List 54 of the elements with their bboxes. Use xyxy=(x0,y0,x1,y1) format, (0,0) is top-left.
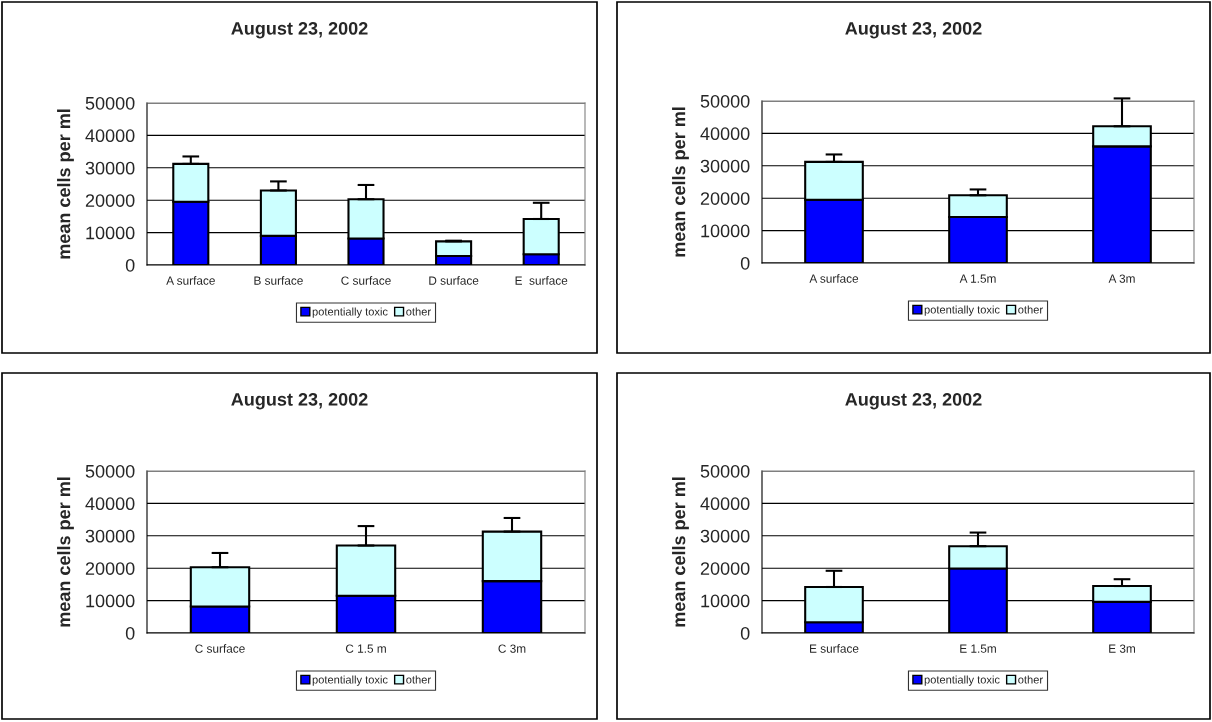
chart-title: August 23, 2002 xyxy=(231,21,368,39)
legend-label: other xyxy=(1018,675,1043,684)
y-tick-label: 40000 xyxy=(700,497,750,511)
y-tick-label: 50000 xyxy=(700,94,750,108)
y-tick-label: 20000 xyxy=(700,192,750,205)
legend-label: other xyxy=(1018,305,1043,314)
y-tick-label: 20000 xyxy=(85,562,135,575)
y-tick-label: 30000 xyxy=(85,161,135,175)
y-tick-label: 0 xyxy=(125,258,135,272)
y-axis-title: mean cells per ml xyxy=(57,109,74,259)
x-tick-label: D surface xyxy=(429,276,479,285)
y-tick-label: 10000 xyxy=(86,226,135,240)
chart-title: August 23, 2002 xyxy=(845,392,982,410)
y-tick-label: 30000 xyxy=(85,529,135,543)
x-tick-label: A 1.5m xyxy=(959,274,996,283)
chart-title: August 23, 2002 xyxy=(231,392,368,410)
x-tick-label: E 3m xyxy=(1109,644,1135,653)
y-tick-label: 30000 xyxy=(700,159,750,173)
legend-label: potentially toxic xyxy=(312,307,388,318)
y-axis-title: mean cells per ml xyxy=(57,477,74,627)
y-tick-label: 0 xyxy=(740,256,750,270)
y-tick-label: 40000 xyxy=(85,129,135,143)
y-tick-label: 50000 xyxy=(85,96,135,110)
y-tick-label: 10000 xyxy=(701,594,750,608)
x-tick-label: A surface xyxy=(166,276,215,285)
legend-label: potentially toxic xyxy=(924,305,1000,316)
y-tick-label: 40000 xyxy=(700,127,750,141)
y-tick-label: 10000 xyxy=(86,594,135,608)
x-tick-label: C surface xyxy=(195,644,245,653)
legend-label: other xyxy=(406,675,431,684)
x-tick-label: C surface xyxy=(341,276,391,285)
y-axis-title: mean cells per ml xyxy=(672,107,689,257)
x-tick-label: C 1.5 m xyxy=(345,644,386,653)
x-tick-label: E surface xyxy=(515,276,568,285)
x-tick-label: A surface xyxy=(809,274,859,283)
y-tick-label: 10000 xyxy=(701,224,750,238)
chart-title: August 23, 2002 xyxy=(845,21,982,39)
y-tick-label: 0 xyxy=(125,626,135,640)
y-tick-label: 40000 xyxy=(85,497,135,511)
legend-label: potentially toxic xyxy=(312,675,388,686)
y-tick-label: 50000 xyxy=(85,464,135,478)
legend-label: other xyxy=(406,307,431,316)
y-tick-label: 50000 xyxy=(700,464,750,478)
x-tick-label: B surface xyxy=(254,276,303,285)
x-tick-label: E 1.5m xyxy=(960,644,996,653)
y-tick-label: 20000 xyxy=(85,194,135,207)
x-tick-label: A 3m xyxy=(1108,274,1135,283)
y-tick-label: 20000 xyxy=(700,562,750,575)
x-tick-label: E surface xyxy=(810,644,859,653)
y-axis-title: mean cells per ml xyxy=(672,477,689,627)
y-tick-label: 0 xyxy=(740,626,750,640)
legend-label: potentially toxic xyxy=(924,675,1000,686)
y-tick-label: 30000 xyxy=(700,529,750,543)
x-tick-label: C 3m xyxy=(498,644,526,653)
